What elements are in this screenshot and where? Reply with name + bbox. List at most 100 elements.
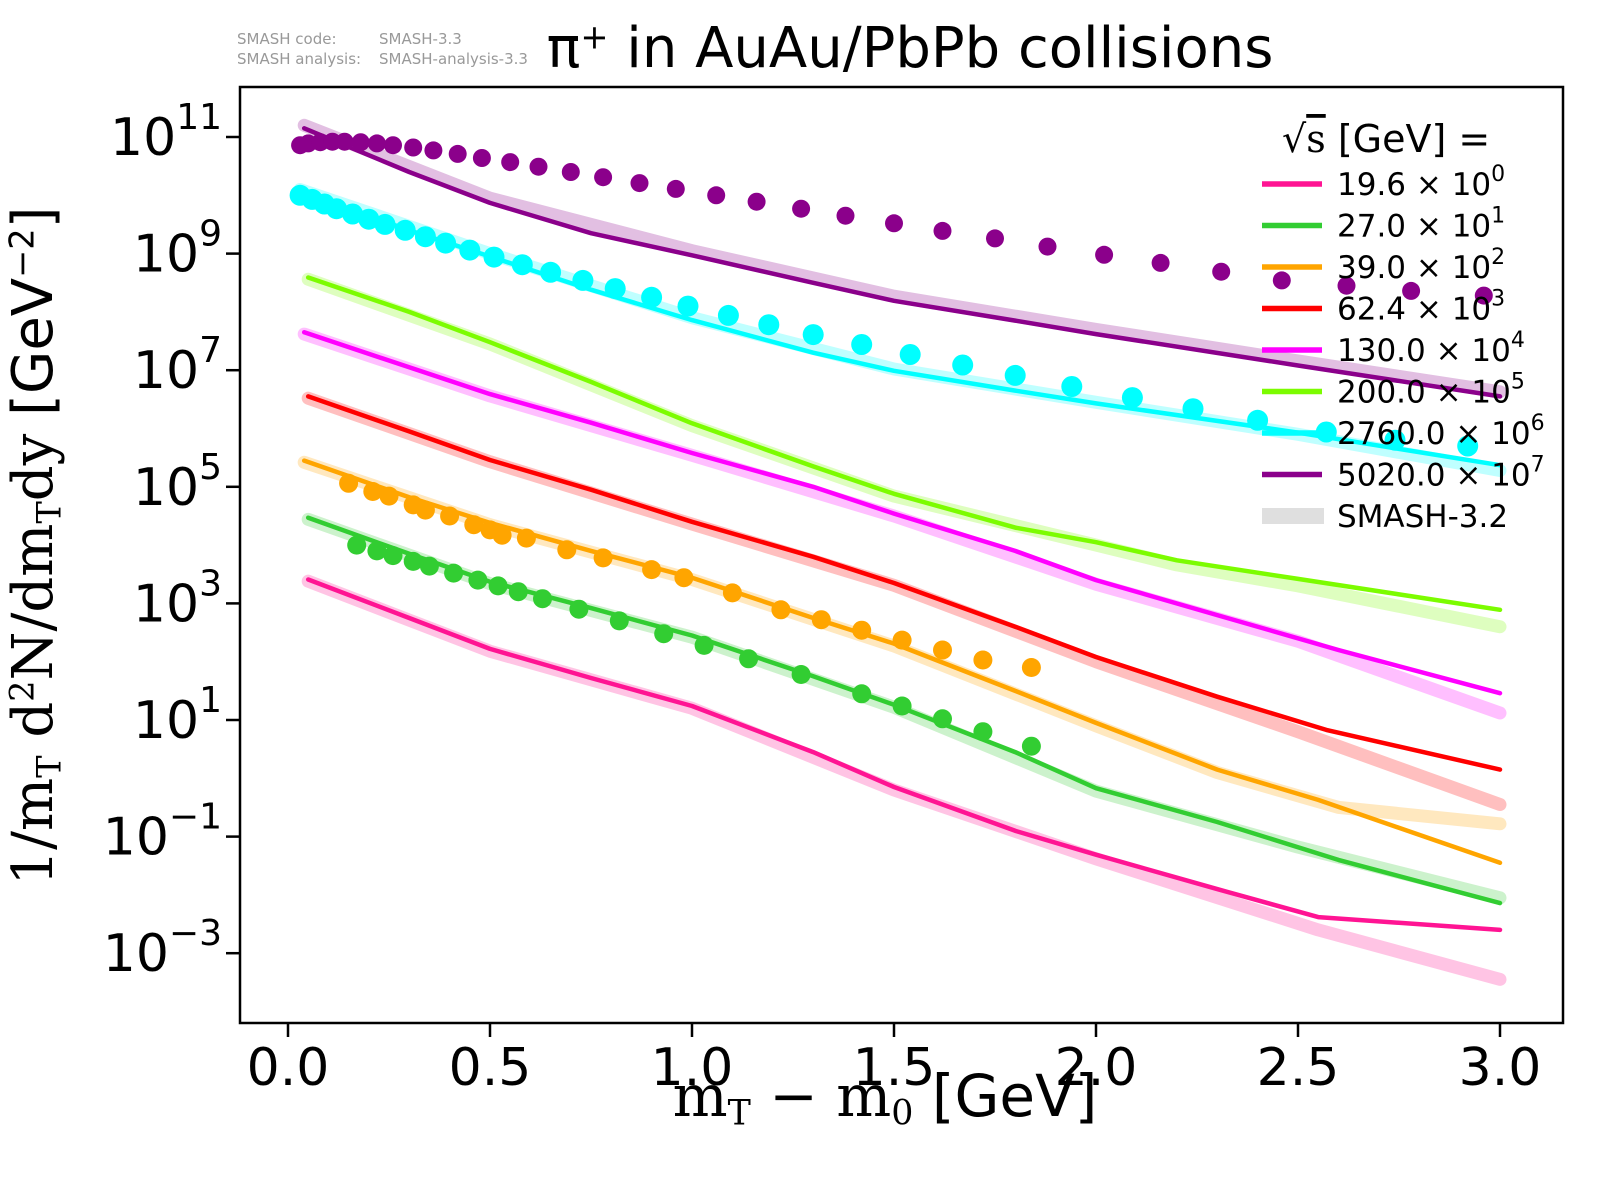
series-line-5020.0	[301, 126, 1503, 399]
data-point	[1337, 276, 1356, 295]
data-point	[933, 709, 952, 729]
data-point	[394, 219, 416, 241]
plot-area	[289, 118, 1507, 986]
data-point	[594, 168, 613, 187]
data-point	[374, 213, 396, 235]
x-tick-label: 1.5	[853, 1038, 936, 1098]
data-point	[367, 134, 386, 153]
data-point	[419, 556, 439, 576]
data-point	[1315, 421, 1337, 443]
data-point	[892, 630, 912, 650]
data-point	[933, 221, 952, 240]
x-tick-label: 1.0	[651, 1038, 734, 1098]
legend-title: √s [GeV] =	[1282, 117, 1490, 161]
data-point	[1474, 286, 1493, 305]
data-point	[1121, 387, 1143, 409]
y-tick-label: 10−1	[103, 797, 222, 868]
data-point	[415, 500, 435, 520]
data-point	[1095, 245, 1114, 264]
y-tick-label: 109	[133, 214, 222, 285]
data-point	[593, 548, 613, 568]
data-point	[1457, 435, 1479, 457]
series-line-62.4	[305, 394, 1503, 772]
data-point	[885, 214, 903, 233]
data-point	[403, 551, 423, 571]
data-point	[758, 314, 780, 336]
y-tick-label: 1011	[110, 97, 222, 168]
data-point	[440, 506, 460, 526]
y-tick-label: 105	[133, 447, 222, 518]
data-point	[604, 278, 626, 300]
legend-swatch-smash32	[1262, 508, 1324, 524]
data-point	[899, 344, 921, 365]
smash-version-annotation: SMASH code: SMASH-3.3 SMASH analysis: SMAS…	[237, 30, 528, 69]
data-point	[694, 635, 714, 655]
y-tick-label: 101	[133, 680, 222, 751]
data-point	[792, 199, 811, 218]
data-point	[654, 624, 674, 644]
series-markers-27.0	[347, 535, 1041, 756]
data-point	[404, 138, 423, 157]
legend-label: 2760.0 × 106	[1337, 411, 1545, 452]
data-point	[1182, 398, 1204, 420]
data-point	[717, 304, 739, 326]
data-point	[444, 563, 464, 583]
data-point	[468, 570, 488, 590]
x-axis-label: mT − m0 [GeV]	[672, 1062, 1098, 1134]
y-tick-label: 103	[133, 563, 222, 634]
series-markers-5020.0	[291, 132, 1493, 305]
x-tick-label: 2.0	[1055, 1038, 1138, 1098]
data-point	[501, 153, 520, 172]
page-title: π+ in AuAu/PbPb collisions	[546, 16, 1274, 81]
data-point	[973, 650, 993, 670]
data-point	[802, 324, 824, 346]
data-point	[1151, 253, 1170, 272]
data-point	[677, 295, 699, 317]
data-point	[540, 261, 562, 283]
data-point	[642, 560, 662, 580]
data-point	[511, 254, 533, 276]
data-point	[836, 206, 855, 225]
data-point	[1402, 281, 1421, 300]
y-tick-label: 10−3	[103, 913, 222, 984]
data-point	[952, 354, 974, 376]
series-markers-2760.0	[289, 184, 1479, 457]
data-point	[1061, 376, 1083, 397]
data-point	[459, 239, 481, 261]
y-axis-label: 1/mT d2N/dmTdy [GeV−2]	[1, 206, 69, 886]
data-point	[973, 722, 993, 742]
data-point	[1038, 237, 1057, 256]
legend-label: 5020.0 × 107	[1337, 453, 1545, 494]
data-point	[1247, 409, 1269, 431]
data-point	[739, 649, 759, 669]
data-point	[674, 568, 694, 588]
data-point	[1004, 364, 1026, 386]
data-point	[892, 696, 912, 716]
annotation-smash-analysis: SMASH analysis: SMASH-analysis-3.3	[237, 49, 528, 68]
data-point	[472, 149, 491, 167]
data-point	[641, 286, 663, 308]
data-point	[630, 174, 649, 193]
data-point	[516, 528, 536, 548]
data-point	[483, 246, 505, 268]
series-markers-39.0	[339, 473, 1041, 677]
data-point	[851, 334, 873, 355]
data-point	[379, 486, 399, 506]
legend-label: 62.4 × 103	[1337, 287, 1505, 328]
series-line-200.0	[305, 275, 1503, 613]
x-tick-label: 0.0	[247, 1038, 330, 1098]
data-point	[383, 546, 403, 566]
y-tick-label: 107	[133, 330, 222, 401]
data-point	[464, 515, 484, 535]
data-point	[414, 226, 436, 248]
data-point	[557, 540, 577, 560]
data-point	[791, 665, 811, 684]
data-point	[561, 163, 580, 181]
x-tick-label: 0.5	[449, 1038, 532, 1098]
legend-label: 19.6 × 100	[1337, 162, 1505, 203]
axis-ticks: 0.0 0.5 1.0 1.5 2.0 2.5 3.0 1011 109 107 105 103 101…	[103, 97, 1542, 1098]
data-point	[363, 482, 383, 501]
data-point	[609, 611, 629, 631]
